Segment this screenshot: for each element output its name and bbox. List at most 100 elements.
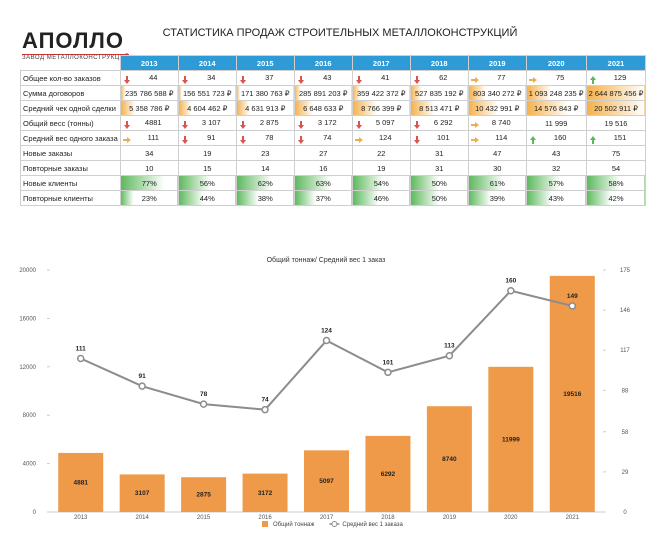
bar [365,435,411,512]
cell-value: 4 631 913 ₽ [245,103,286,113]
cell-value: 129 [613,72,627,82]
cell-value: 527 835 192 ₽ [414,88,464,98]
column-header: 2018 [409,55,469,71]
trend-icon [355,75,362,84]
cell-value: 22 [377,148,386,158]
line-point [384,368,392,377]
stats-table: 2013 2014 2015 2016 2017 2018 2019 2020 2021 Обще… [20,55,647,206]
cell-value: 3 172 [317,117,337,127]
cell-value: 2 875 [259,117,279,127]
cell-value: 2 644 875 456 ₽ [588,88,644,98]
bar-value-label: 19516 [563,391,581,398]
cell-value: 43 [552,148,561,158]
table-cell: 57% [525,175,587,191]
row-label: Повторные клиенты [20,190,121,206]
table-cell: 37% [293,190,353,206]
table-cell: 4 631 913 ₽ [235,100,295,116]
trend-icon [470,136,479,143]
cell-value: 50% [431,193,447,203]
cell-value: 16 [319,163,328,173]
legend-label: Средний вес 1 заказа [342,521,403,528]
cell-value: 78 [265,132,274,142]
line-value-label: 149 [567,293,578,300]
trend-icon [122,136,131,143]
trend-icon [181,75,188,84]
table-cell: 63% [293,175,353,191]
cell-value: 42% [608,193,624,203]
column-header: 2020 [525,55,587,71]
cell-value: 54% [373,178,389,188]
cell-value: 77% [141,178,157,188]
cell-value: 75 [611,148,621,158]
header-row: 2013 2014 2015 2016 2017 2018 2019 2020 2021 [21,55,647,71]
y2-tick-label: 0 [623,510,627,516]
trend-icon [181,135,188,144]
table-cell: 44% [177,190,237,206]
cell-value: 114 [495,132,508,142]
cell-value: 19 516 [604,118,628,128]
table-cell: 129 [585,70,647,86]
x-tick-label: 2017 [320,515,334,521]
y2-tick-label: 175 [620,268,631,274]
trend-icon [413,75,420,84]
line-point [568,302,577,310]
line-value-label: 111 [76,346,87,353]
line-point [138,382,146,390]
cell-value: 62% [257,178,273,188]
trend-icon [297,135,304,144]
y-tick-label: 4000 [23,462,37,468]
cell-value: 5 358 786 ₽ [129,103,170,113]
cell-value: 14 576 843 ₽ [533,103,579,113]
legend-swatch [331,521,338,527]
cell-value: 41 [381,72,390,82]
logo: АПОЛЛО ЗАВОД МЕТАЛЛОКОНСТРУКЦИЙ [22,28,130,61]
y2-tick-label: 58 [622,430,629,436]
table-cell: 156 551 723 ₽ [177,85,237,101]
cell-value: 6 292 [433,117,453,127]
line-value-label: 91 [139,373,147,380]
bar [304,450,349,512]
y2-tick-label: 29 [622,470,629,476]
table-cell: 50% [409,175,469,191]
cell-value: 50% [431,178,447,188]
table-row: Сумма договоров 235 786 588 ₽156 551 723 … [20,85,647,101]
cell-value: 171 380 763 ₽ [240,88,290,98]
x-tick-label: 2013 [74,515,88,521]
bar-value-label: 5097 [319,478,334,485]
table-row: Новые заказы 34 19 23 27 22 31 47 43 75 [20,145,647,161]
y-tick-label: 12000 [19,365,36,371]
table-cell: 44 [119,70,179,86]
column-header: 2021 [585,55,647,71]
table-cell: 171 380 763 ₽ [235,85,295,101]
cell-value: 14 [261,163,270,173]
cell-value: 8 513 471 ₽ [419,103,460,113]
table-cell: 527 835 192 ₽ [409,85,469,101]
cell-value: 3 107 [201,117,221,127]
table-row: Новые клиенты 77% 56% 62% 63% 54% 50% 61% 57% 58% [20,175,647,191]
bar [119,474,165,512]
cell-value: 19 [377,163,386,173]
table-cell: 4 604 462 ₽ [177,100,237,116]
table-cell: 6 648 633 ₽ [293,100,353,116]
x-tick-label: 2018 [381,515,395,521]
table-cell: 160 [525,130,587,146]
cell-value: 8 766 399 ₽ [361,103,402,113]
page-title: СТАТИСТИКА ПРОДАЖ СТРОИТЕЛЬНЫХ МЕТАЛЛОКО… [162,27,518,39]
bar-value-label: 11999 [502,436,520,443]
cell-value: 1 093 248 235 ₽ [528,88,584,98]
bar [242,473,288,512]
trend-icon [181,120,188,129]
cell-value: 34 [207,72,216,82]
logo-name: АПОЛЛО [22,28,124,53]
cell-value: 11 999 [544,118,568,128]
trend-icon [355,120,362,129]
y2-tick-label: 146 [620,308,631,314]
table-row: Повторные клиенты 23% 44% 38% 37% 46% 50% 39% 43… [20,190,647,206]
cell-value: 156 551 723 ₽ [182,88,232,98]
table-cell: 42% [585,190,647,206]
trend-icon [239,135,246,144]
cell-value: 54 [611,163,621,173]
y-tick-label: 20000 [19,268,36,274]
column-header: 2013 [119,55,179,71]
